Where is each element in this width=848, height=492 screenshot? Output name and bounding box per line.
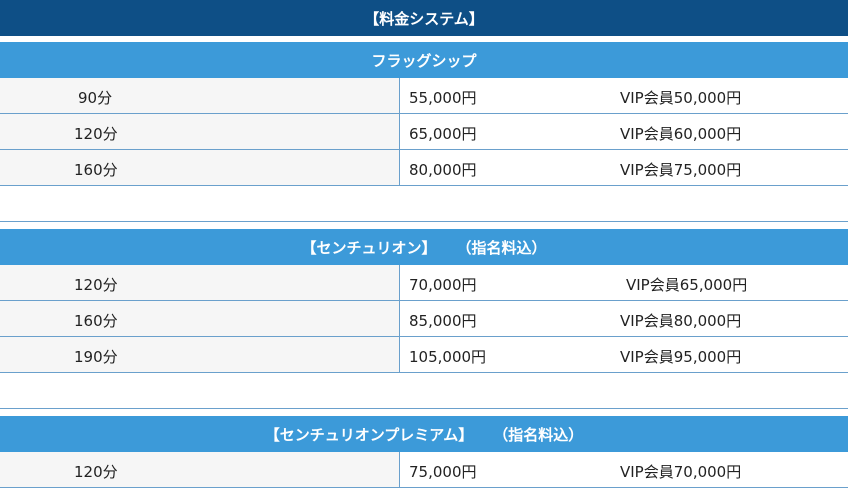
time-cell: 120分 [0, 265, 400, 300]
price-label: 55,000円 [409, 89, 477, 107]
section-header-centurion: 【センチュリオン】 （指名料込） [0, 229, 848, 265]
section-title: 【センチュリオンプレミアム】 [264, 425, 474, 444]
price-label: 70,000円 [409, 276, 477, 294]
price-row: 160分 80,000円 VIP会員75,000円 [0, 150, 848, 186]
time-label: 120分 [74, 276, 118, 294]
price-label: 105,000円 [409, 348, 487, 366]
price-label: 65,000円 [409, 125, 477, 143]
price-row: 120分 75,000円 VIP会員70,000円 [0, 452, 848, 488]
time-label: 120分 [74, 125, 118, 143]
time-label: 90分 [78, 89, 113, 107]
price-label: 85,000円 [409, 312, 477, 330]
section-note: （指名料込） [456, 238, 547, 257]
page-title: 【料金システム】 [0, 0, 848, 36]
price-row: 160分 85,000円 VIP会員80,000円 [0, 301, 848, 337]
price-row: 90分 55,000円 VIP会員50,000円 [0, 78, 848, 114]
time-label: 120分 [74, 463, 118, 481]
section-spacer [0, 186, 848, 222]
section-title: フラッグシップ [371, 51, 477, 70]
time-label: 190分 [74, 348, 118, 366]
time-label: 160分 [74, 161, 118, 179]
time-cell: 90分 [0, 78, 400, 113]
time-label: 160分 [74, 312, 118, 330]
vip-price-label: VIP会員75,000円 [620, 161, 742, 179]
price-label: 80,000円 [409, 161, 477, 179]
time-cell: 160分 [0, 301, 400, 336]
price-row: 120分 65,000円 VIP会員60,000円 [0, 114, 848, 150]
section-title: 【センチュリオン】 [301, 238, 437, 257]
price-row: 120分 70,000円 VIP会員65,000円 [0, 265, 848, 301]
price-row: 190分 105,000円 VIP会員95,000円 [0, 337, 848, 373]
section-note: （指名料込） [493, 425, 584, 444]
time-cell: 120分 [0, 114, 400, 149]
vip-price-label: VIP会員60,000円 [620, 125, 742, 143]
vip-price-label: VIP会員80,000円 [620, 312, 742, 330]
vip-price-label: VIP会員65,000円 [626, 276, 748, 294]
section-header-centurion-premium: 【センチュリオンプレミアム】 （指名料込） [0, 416, 848, 452]
vip-price-label: VIP会員70,000円 [620, 463, 742, 481]
time-cell: 190分 [0, 337, 400, 372]
section-header-flagship: フラッグシップ [0, 42, 848, 78]
vip-price-label: VIP会員95,000円 [620, 348, 742, 366]
vip-price-label: VIP会員50,000円 [620, 89, 742, 107]
price-label: 75,000円 [409, 463, 477, 481]
time-cell: 120分 [0, 452, 400, 487]
section-spacer [0, 373, 848, 409]
time-cell: 160分 [0, 150, 400, 185]
